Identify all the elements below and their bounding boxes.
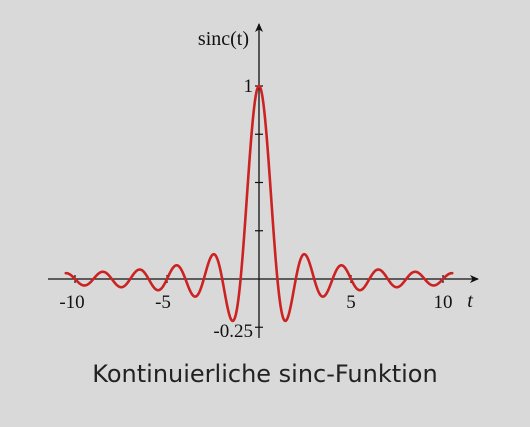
y-tick-label-1: 1: [244, 76, 254, 97]
y-tick-label-neg025: -0.25: [213, 321, 253, 342]
x-axis-label: t: [467, 290, 473, 312]
y-axis-label: sinc(t): [198, 28, 249, 50]
x-tick-label-neg5: -5: [155, 292, 171, 313]
x-tick-label-5: 5: [346, 292, 356, 313]
x-tick-label-10: 10: [434, 292, 453, 313]
x-tick-label-neg10: -10: [59, 292, 84, 313]
chart-caption: Kontinuierliche sinc-Funktion: [0, 360, 530, 388]
